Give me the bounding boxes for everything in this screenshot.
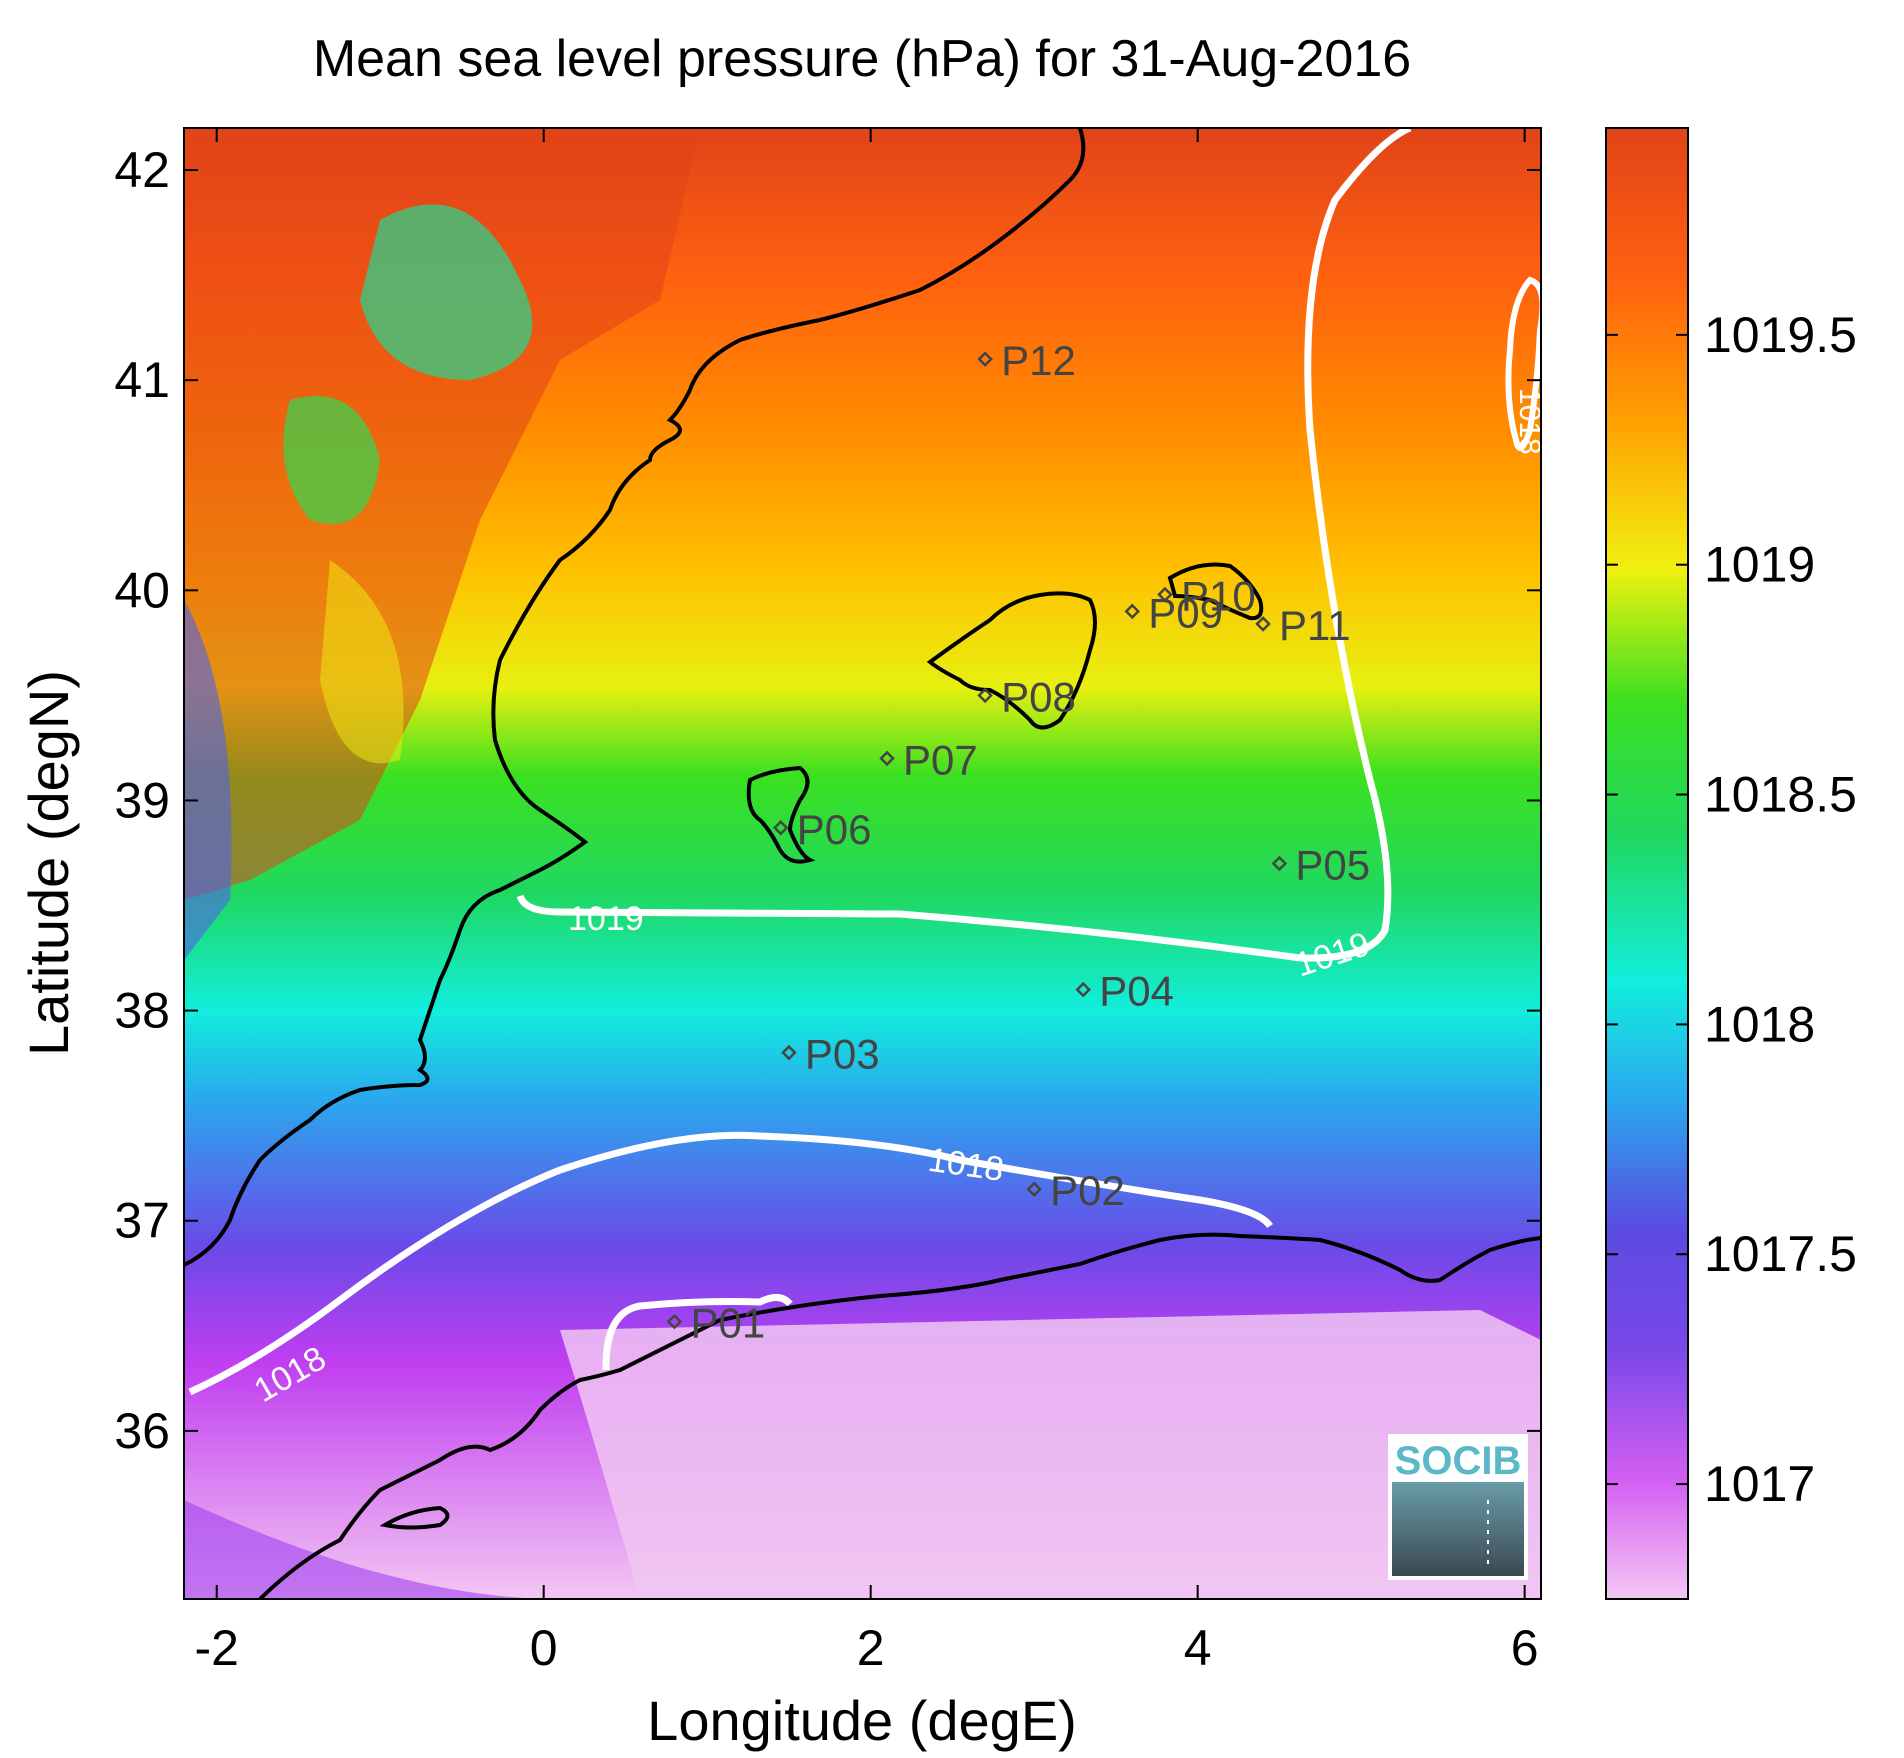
station-marker [1157, 586, 1173, 603]
island-alboran [379, 1505, 450, 1530]
colorbar-tick-label: 1019.5 [1704, 307, 1857, 363]
x-tick-label: -2 [194, 1620, 238, 1676]
station-label: P08 [1001, 673, 1076, 720]
station-label: P02 [1050, 1167, 1125, 1214]
station-label: P12 [1001, 337, 1076, 384]
y-axis-ticks: 36 37 38 39 40 41 42 [114, 142, 1541, 1459]
island-mallorca [926, 591, 1097, 730]
station-label: P04 [1099, 968, 1174, 1015]
station-marker [1271, 855, 1288, 872]
station-marker [1075, 981, 1091, 998]
land-light-patch [560, 1310, 1541, 1599]
station-label: P10 [1181, 573, 1256, 620]
station-label: P06 [797, 806, 872, 853]
station-label: P01 [690, 1300, 765, 1347]
land-highs-patch [184, 128, 700, 900]
y-tick-label: 41 [114, 352, 170, 408]
station-label: P05 [1295, 842, 1370, 889]
y-tick-label: 39 [114, 772, 170, 828]
contour-1018 [602, 1294, 793, 1371]
land-green-patch [360, 204, 533, 380]
x-tick-label: 4 [1184, 1620, 1212, 1676]
colorbar-tick-label: 1018 [1704, 996, 1815, 1052]
plot-frame [183, 127, 1542, 1600]
land-purple-patch [184, 1500, 560, 1599]
x-tick-label: 2 [857, 1620, 885, 1676]
station-marker [772, 820, 789, 836]
x-axis-label: Longitude (degE) [647, 1689, 1077, 1752]
station-marker [977, 687, 993, 704]
coastline-iberia [184, 128, 1086, 1267]
station-marker [977, 351, 993, 367]
chart-title: Mean sea level pressure (hPa) for 31-Aug… [313, 30, 1411, 88]
map-plot-area [184, 128, 1541, 1599]
colorbar-tick-label: 1018.5 [1704, 767, 1857, 823]
y-tick-label: 38 [114, 983, 170, 1039]
colorbar-tick-label: 1017.5 [1704, 1226, 1857, 1282]
colorbar-tick-label: 1017 [1704, 1456, 1815, 1512]
colorbar [1605, 127, 1689, 1600]
y-tick-label: 42 [114, 142, 170, 198]
station-marker [781, 1044, 797, 1061]
station-label: P11 [1279, 602, 1351, 649]
x-tick-label: 0 [530, 1620, 558, 1676]
station-label: P03 [805, 1031, 880, 1078]
station-marker [666, 1313, 683, 1330]
island-ibiza [746, 765, 816, 864]
y-tick-label: 37 [114, 1193, 170, 1249]
colorbar-ticks: 1017 1017.5 1018 1018.5 1019 1019.5 [1606, 307, 1857, 1512]
station-marker [879, 750, 895, 767]
contour-label: 1019 [568, 900, 644, 938]
x-axis-ticks: -2 0 2 4 6 [194, 128, 1539, 1676]
x-tick-label: 6 [1511, 1620, 1539, 1676]
land-yellow-patch [320, 560, 404, 764]
island-menorca [1167, 562, 1264, 621]
contour-1018 [188, 1131, 1273, 1396]
station-marker [1255, 616, 1271, 632]
station-marker [1124, 603, 1141, 620]
colorbar-tick-label: 1019 [1704, 537, 1815, 593]
y-tick-label: 40 [114, 562, 170, 618]
y-axis-label: Latitude (degN) [17, 670, 80, 1056]
coastline-africa [258, 1232, 1541, 1599]
land-green-patch [283, 396, 380, 524]
contour-1019 [516, 128, 1412, 962]
station-label: P07 [903, 736, 978, 783]
land-cyan-patch [184, 600, 232, 960]
y-tick-label: 36 [114, 1403, 170, 1459]
socib-logo: SOCIB [1388, 1434, 1528, 1580]
logo-text: SOCIB [1395, 1439, 1522, 1483]
station-marker [1026, 1181, 1042, 1197]
